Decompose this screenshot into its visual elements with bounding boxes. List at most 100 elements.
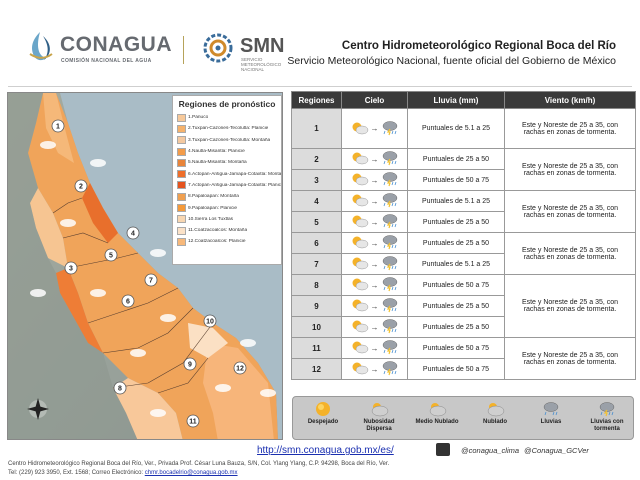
rain-cell: Puntuales de 5.1 a 25 <box>407 190 505 212</box>
legend-swatch <box>177 215 186 224</box>
rain-cloud-icon <box>523 400 579 418</box>
legend-swatch <box>177 204 186 213</box>
storm-cloud-icon <box>381 276 399 294</box>
legend-item: 11.Coatzacoalcos: Montaña <box>173 225 281 236</box>
compass-rose-icon <box>27 398 49 420</box>
table-row: 11 → Puntuales de 50 a 75 Este y Noreste de… <box>291 337 636 380</box>
map-label: 7 <box>149 278 153 285</box>
legend-item: 3.Tuxpan-Cazones-Tecolutla: Montaña <box>173 135 281 146</box>
sun-cloud-icon <box>351 340 369 356</box>
sky-cell: → <box>341 211 408 233</box>
website-link[interactable]: http://smn.conagua.gob.mx/es/ <box>257 445 394 456</box>
header-lluvia: Lluvia (mm) <box>407 91 505 109</box>
legend-label: 5.Nautla-Misantla: Montaña <box>188 160 247 166</box>
map-label: 1 <box>56 124 60 131</box>
legend-label: 12.Coatzacoalcos: Planicie <box>188 239 246 245</box>
footer-email-link[interactable]: chmr.bocadelrio@conagua.gob.mx <box>144 470 238 476</box>
sun-cloud-icon <box>409 400 465 418</box>
cloud-icon <box>467 400 523 418</box>
sun-cloud-icon <box>351 151 369 167</box>
sun-cloud-icon <box>351 235 369 251</box>
sun-cloud-icon <box>351 121 369 137</box>
table-row: 3 → Puntuales de 50 a 75 <box>291 169 636 191</box>
smn-logo-icon <box>203 33 233 63</box>
header-divider <box>8 86 632 87</box>
table-row: 5 → Puntuales de 25 a 50 <box>291 211 636 233</box>
table-row: 6 → Puntuales de 25 a 50 Este y Noreste de … <box>291 232 636 275</box>
sun-cloud-icon <box>351 361 369 377</box>
storm-cloud-icon <box>381 297 399 315</box>
legend-item: 12.Coatzacoalcos: Planicie <box>173 236 281 247</box>
storm-cloud-icon <box>381 192 399 210</box>
storm-cloud-icon <box>381 255 399 273</box>
legend-swatch <box>177 192 186 201</box>
legend-label: 9.Papaloapan: Planicie <box>188 205 238 211</box>
legend-swatch <box>177 170 186 179</box>
legend-item: 9.Papaloapan: Planicie <box>173 202 281 213</box>
sun-cloud-icon <box>351 256 369 272</box>
sky-legend-label: Medio Nublado <box>415 419 459 425</box>
map-label: 9 <box>188 362 192 369</box>
conagua-name: CONAGUA <box>60 33 172 56</box>
table-row: 1 → Puntuales de 5.1 a 25 Este y Noreste de… <box>291 108 636 149</box>
region-cell: 5 <box>291 211 342 233</box>
storm-cloud-icon <box>579 400 635 418</box>
sun-cloud-icon <box>351 193 369 209</box>
wind-cell: Este y Noreste de 25 a 35, con rachas en… <box>504 108 636 149</box>
map-legend: Regiones de pronóstico 1.Pánuco 2.Tuxpan-… <box>172 95 282 265</box>
storm-cloud-icon <box>381 318 399 336</box>
rain-cell: Puntuales de 50 a 75 <box>407 358 505 380</box>
conagua-logo-icon <box>29 32 53 61</box>
sky-cell: → <box>341 232 408 254</box>
storm-cloud-icon <box>381 150 399 168</box>
arrow-right-icon: → <box>370 196 379 206</box>
sun-cloud-icon <box>351 298 369 314</box>
sky-legend-item: Nubosidad Dispersa <box>351 400 407 433</box>
legend-item: 7.Actopan-Antigua-Jamapa-Cotaxtla: Plani… <box>173 180 281 191</box>
legend-item: 5.Nautla-Misantla: Montaña <box>173 157 281 168</box>
footer-address: Centro Hidrometeorológico Regional Boca … <box>8 461 390 467</box>
header-cielo: Cielo <box>341 91 408 109</box>
arrow-right-icon: → <box>370 259 379 269</box>
wind-cell: Este y Noreste de 25 a 35, con rachas en… <box>504 190 636 233</box>
rain-cell: Puntuales de 5.1 a 25 <box>407 253 505 275</box>
legend-swatch <box>177 181 186 190</box>
sky-legend-item: Lluvias <box>523 400 579 426</box>
arrow-right-icon: → <box>370 238 379 248</box>
footer-contact: Tel: (229) 923 3950, Ext. 1568; Correo E… <box>8 470 238 476</box>
forecast-table: Regiones Cielo Lluvia (mm) Viento (km/h)… <box>291 91 636 380</box>
storm-cloud-icon <box>381 171 399 189</box>
map-label: 8 <box>118 386 122 393</box>
legend-item: 6.Actopan-Antigua-Jamapa-Cotaxtla: Monta… <box>173 168 281 179</box>
twitter-handle-gcver[interactable]: @Conagua_GCVer <box>524 446 589 455</box>
region-cell: 6 <box>291 232 342 254</box>
table-row: 4 → Puntuales de 5.1 a 25 Este y Noreste de… <box>291 190 636 233</box>
sun-cloud-icon <box>351 277 369 293</box>
arrow-right-icon: → <box>370 175 379 185</box>
sun-cloud-icon <box>351 214 369 230</box>
legend-item: 2.Tuxpan-Cazones-Tecolutla: Planicie <box>173 123 281 134</box>
arrow-right-icon: → <box>370 301 379 311</box>
sky-cell: → <box>341 148 408 170</box>
legend-swatch <box>177 158 186 167</box>
sky-legend-label: Nubosidad Dispersa <box>363 419 395 432</box>
sky-cell: → <box>341 316 408 338</box>
page-header: CONAGUA COMISIÓN NACIONAL DEL AGUA SMN S… <box>0 0 640 86</box>
sky-legend-label: Lluvias <box>540 419 562 425</box>
region-cell: 9 <box>291 295 342 317</box>
twitter-handle-clima[interactable]: @conagua_clima <box>461 446 520 455</box>
sky-cell: → <box>341 337 408 359</box>
sky-legend-label: Lluvias con tormenta <box>590 419 624 432</box>
forecast-map: 1 2 3 4 5 6 7 8 9 10 11 12 Regiones <box>7 92 283 440</box>
sky-cell: → <box>341 295 408 317</box>
rain-cell: Puntuales de 25 a 50 <box>407 148 505 170</box>
wind-cell: Este y Noreste de 25 a 35, con rachas en… <box>504 148 636 191</box>
table-row: 8 → Puntuales de 50 a 75 Este y Noreste de … <box>291 274 636 338</box>
page-title: Centro Hidrometeorológico Regional Boca … <box>341 40 616 52</box>
legend-label: 11.Coatzacoalcos: Montaña <box>188 228 248 234</box>
map-region-markers <box>51 119 247 428</box>
arrow-right-icon: → <box>370 217 379 227</box>
storm-cloud-icon <box>381 120 399 138</box>
header-viento: Viento (km/h) <box>504 91 636 109</box>
rain-cell: Puntuales de 50 a 75 <box>407 274 505 296</box>
